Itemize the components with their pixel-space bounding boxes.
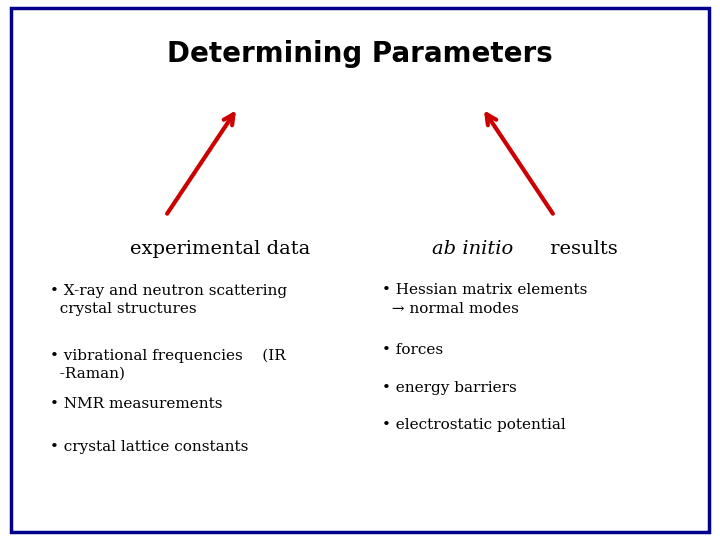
Text: • forces: • forces xyxy=(382,343,443,357)
Text: • crystal lattice constants: • crystal lattice constants xyxy=(50,440,249,454)
Text: • vibrational frequencies    (IR
  -Raman): • vibrational frequencies (IR -Raman) xyxy=(50,348,286,381)
Text: results: results xyxy=(544,240,617,258)
Text: • NMR measurements: • NMR measurements xyxy=(50,397,223,411)
Text: • energy barriers: • energy barriers xyxy=(382,381,516,395)
Text: Determining Parameters: Determining Parameters xyxy=(167,40,553,69)
Text: • Hessian matrix elements
  → normal modes: • Hessian matrix elements → normal modes xyxy=(382,284,587,316)
Text: ab initio: ab initio xyxy=(432,240,513,258)
Text: • electrostatic potential: • electrostatic potential xyxy=(382,418,565,433)
Text: • X-ray and neutron scattering
  crystal structures: • X-ray and neutron scattering crystal s… xyxy=(50,284,287,316)
Text: experimental data: experimental data xyxy=(130,240,310,258)
